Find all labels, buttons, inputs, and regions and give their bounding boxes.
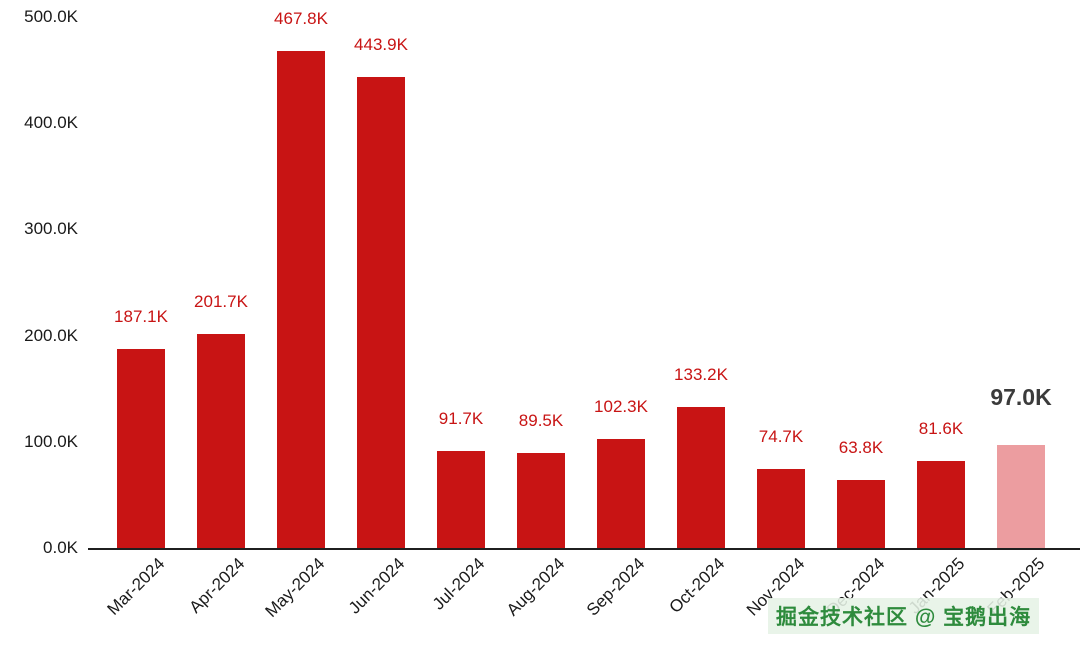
x-axis-label: Oct-2024 <box>665 554 729 617</box>
x-axis-label: Mar-2024 <box>103 554 169 619</box>
bar-Jul-2024 <box>437 450 485 548</box>
plot-area: 187.1K Mar-2024 201.7K Apr-2024 467.8K May-20… <box>101 0 1061 621</box>
bar-value-label: 63.8K <box>838 438 884 458</box>
bar-Feb-2025 <box>997 445 1045 548</box>
y-axis-tick-label: 100.0K <box>24 431 78 451</box>
bar-value-label: 443.9K <box>354 34 408 54</box>
bar-Aug-2024 <box>517 452 565 548</box>
bar-value-label: 91.7K <box>438 408 484 428</box>
bar-value-label: 97.0K <box>990 384 1052 410</box>
bar-value-label: 133.2K <box>674 364 728 384</box>
y-axis: 0.0K 100.0K 200.0K 300.0K 400.0K 500.0K <box>0 0 82 647</box>
bar-value-label: 201.7K <box>194 291 248 311</box>
x-axis-label: Jul-2024 <box>428 554 489 614</box>
x-axis-label: Aug-2024 <box>502 554 569 620</box>
bar-value-label: 187.1K <box>114 307 168 327</box>
bar-value-label: 74.7K <box>758 426 804 446</box>
x-axis-label: Jun-2024 <box>344 554 409 618</box>
bar-Dec-2024 <box>837 480 885 548</box>
watermark: 掘金技术社区 @ 宝鹅出海 <box>768 598 1040 634</box>
bar-Mar-2024 <box>117 349 165 548</box>
bar-Oct-2024 <box>677 406 725 548</box>
bar-Jun-2024 <box>357 76 405 548</box>
y-axis-tick-label: 200.0K <box>24 325 78 345</box>
bar-Jan-2025 <box>917 461 965 548</box>
bar-value-label: 102.3K <box>594 397 648 417</box>
x-axis-label: Apr-2024 <box>185 554 249 617</box>
bar-value-label: 467.8K <box>274 9 328 29</box>
bar-Nov-2024 <box>757 468 805 548</box>
x-axis-line <box>88 548 1080 550</box>
y-axis-tick-label: 500.0K <box>24 7 78 26</box>
bar-value-label: 89.5K <box>518 410 564 430</box>
bar-value-label: 81.6K <box>918 419 964 439</box>
x-axis-label: Sep-2024 <box>582 554 649 620</box>
bar-Sep-2024 <box>597 439 645 548</box>
bar-May-2024 <box>277 51 325 548</box>
x-axis-label: May-2024 <box>261 554 329 621</box>
y-axis-tick-label: 0.0K <box>43 538 78 557</box>
bar-Apr-2024 <box>197 333 245 548</box>
y-axis-tick-label: 300.0K <box>24 219 78 239</box>
y-axis-tick-label: 400.0K <box>24 113 78 133</box>
